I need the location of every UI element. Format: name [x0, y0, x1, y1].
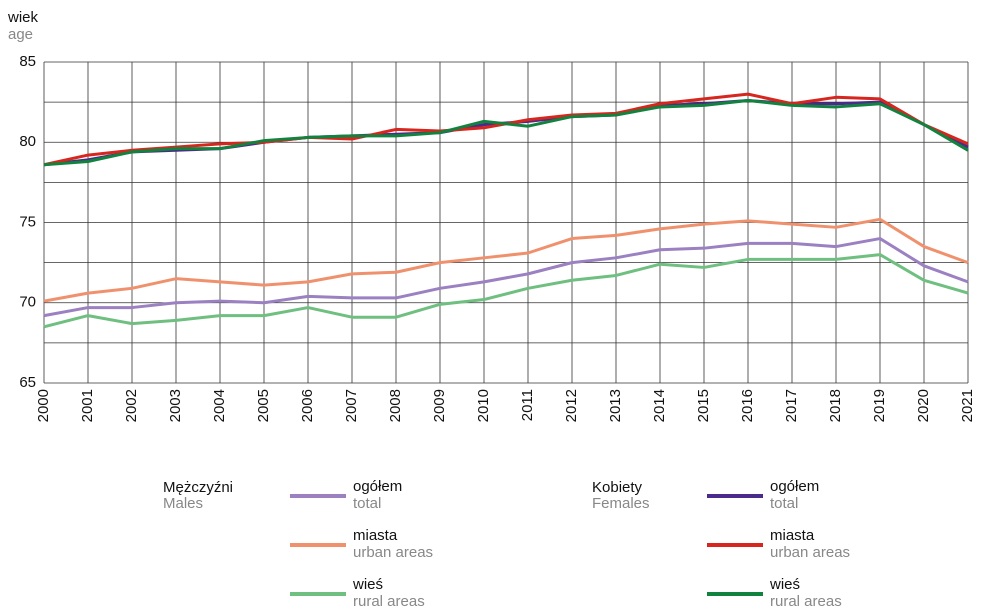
x-tick-label: 2008 [387, 389, 404, 422]
x-tick-label: 2016 [739, 389, 756, 422]
legend-label: wieś [352, 576, 383, 593]
y-tick-label: 80 [19, 133, 36, 150]
legend-label-en: urban areas [770, 544, 850, 561]
x-tick-label: 2002 [123, 389, 140, 422]
legend-group-label: Kobiety [592, 479, 643, 496]
y-tick-label: 75 [19, 213, 36, 230]
y-tick-label: 85 [19, 53, 36, 70]
x-tick-label: 2019 [871, 389, 888, 422]
x-tick-label: 2003 [167, 389, 184, 422]
legend-label: ogółem [770, 478, 819, 495]
x-tick-label: 2001 [79, 389, 96, 422]
y-tick-label: 70 [19, 294, 36, 311]
legend-group-label-en: Males [163, 495, 203, 512]
y-axis-label: wiek [7, 9, 39, 26]
legend-group-label: Mężczyźni [163, 479, 233, 496]
legend-label-en: total [353, 495, 381, 512]
series-line [43, 217, 969, 303]
x-tick-label: 2006 [299, 389, 316, 422]
x-tick-label: 2018 [827, 389, 844, 422]
x-tick-label: 2012 [563, 389, 580, 422]
series-line [43, 99, 969, 167]
x-tick-label: 2020 [915, 389, 932, 422]
series-line [43, 253, 969, 329]
x-tick-label: 2013 [607, 389, 624, 422]
legend-label: wieś [769, 576, 800, 593]
legend-label-en: rural areas [770, 593, 842, 610]
x-tick-label: 2017 [783, 389, 800, 422]
y-tick-label: 65 [19, 374, 36, 391]
legend-label: ogółem [353, 478, 402, 495]
legend-label: miasta [770, 527, 815, 544]
legend-group-label-en: Females [592, 495, 650, 512]
x-tick-label: 2015 [695, 389, 712, 422]
x-tick-label: 2005 [255, 389, 272, 422]
x-tick-label: 2007 [343, 389, 360, 422]
x-tick-label: 2010 [475, 389, 492, 422]
legend-label-en: rural areas [353, 593, 425, 610]
legend-label-en: urban areas [353, 544, 433, 561]
y-axis-label-en: age [8, 26, 33, 43]
legend-label: miasta [353, 527, 398, 544]
x-tick-label: 2000 [35, 389, 52, 422]
x-tick-label: 2014 [651, 389, 668, 422]
series-line [43, 99, 969, 167]
series-line [43, 237, 969, 318]
x-tick-label: 2004 [211, 389, 228, 422]
x-tick-label: 2009 [431, 389, 448, 422]
x-tick-label: 2021 [959, 389, 976, 422]
legend-label-en: total [770, 495, 798, 512]
x-tick-label: 2011 [519, 389, 536, 421]
